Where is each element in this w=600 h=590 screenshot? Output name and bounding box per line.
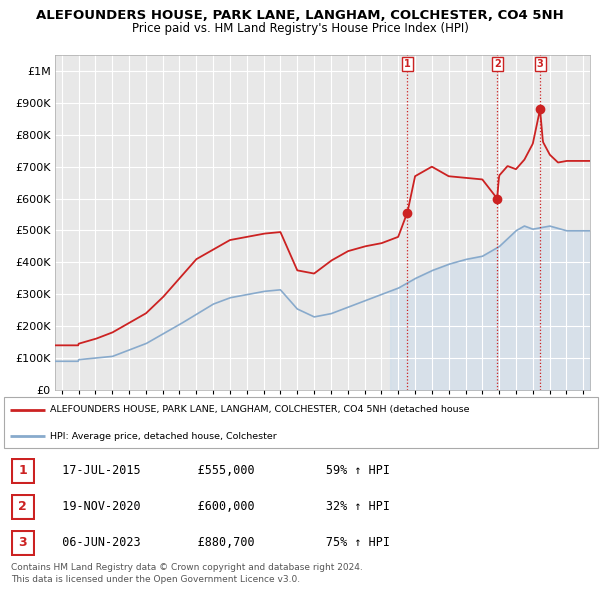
Text: 1: 1 <box>19 464 27 477</box>
Text: 17-JUL-2015        £555,000          59% ↑ HPI: 17-JUL-2015 £555,000 59% ↑ HPI <box>48 464 390 477</box>
Text: HPI: Average price, detached house, Colchester: HPI: Average price, detached house, Colc… <box>50 432 276 441</box>
FancyBboxPatch shape <box>12 459 34 483</box>
Text: 2: 2 <box>19 500 27 513</box>
Text: 2: 2 <box>494 59 500 69</box>
Text: 3: 3 <box>536 59 544 69</box>
FancyBboxPatch shape <box>4 397 598 448</box>
Text: ALEFOUNDERS HOUSE, PARK LANE, LANGHAM, COLCHESTER, CO4 5NH: ALEFOUNDERS HOUSE, PARK LANE, LANGHAM, C… <box>36 9 564 22</box>
Text: Price paid vs. HM Land Registry's House Price Index (HPI): Price paid vs. HM Land Registry's House … <box>131 22 469 35</box>
FancyBboxPatch shape <box>12 495 34 519</box>
Text: 06-JUN-2023        £880,700          75% ↑ HPI: 06-JUN-2023 £880,700 75% ↑ HPI <box>48 536 390 549</box>
Text: 19-NOV-2020        £600,000          32% ↑ HPI: 19-NOV-2020 £600,000 32% ↑ HPI <box>48 500 390 513</box>
Text: 3: 3 <box>19 536 27 549</box>
FancyBboxPatch shape <box>12 531 34 555</box>
Text: ALEFOUNDERS HOUSE, PARK LANE, LANGHAM, COLCHESTER, CO4 5NH (detached house: ALEFOUNDERS HOUSE, PARK LANE, LANGHAM, C… <box>50 405 469 414</box>
Text: 1: 1 <box>404 59 410 69</box>
Text: Contains HM Land Registry data © Crown copyright and database right 2024.
This d: Contains HM Land Registry data © Crown c… <box>11 563 362 584</box>
